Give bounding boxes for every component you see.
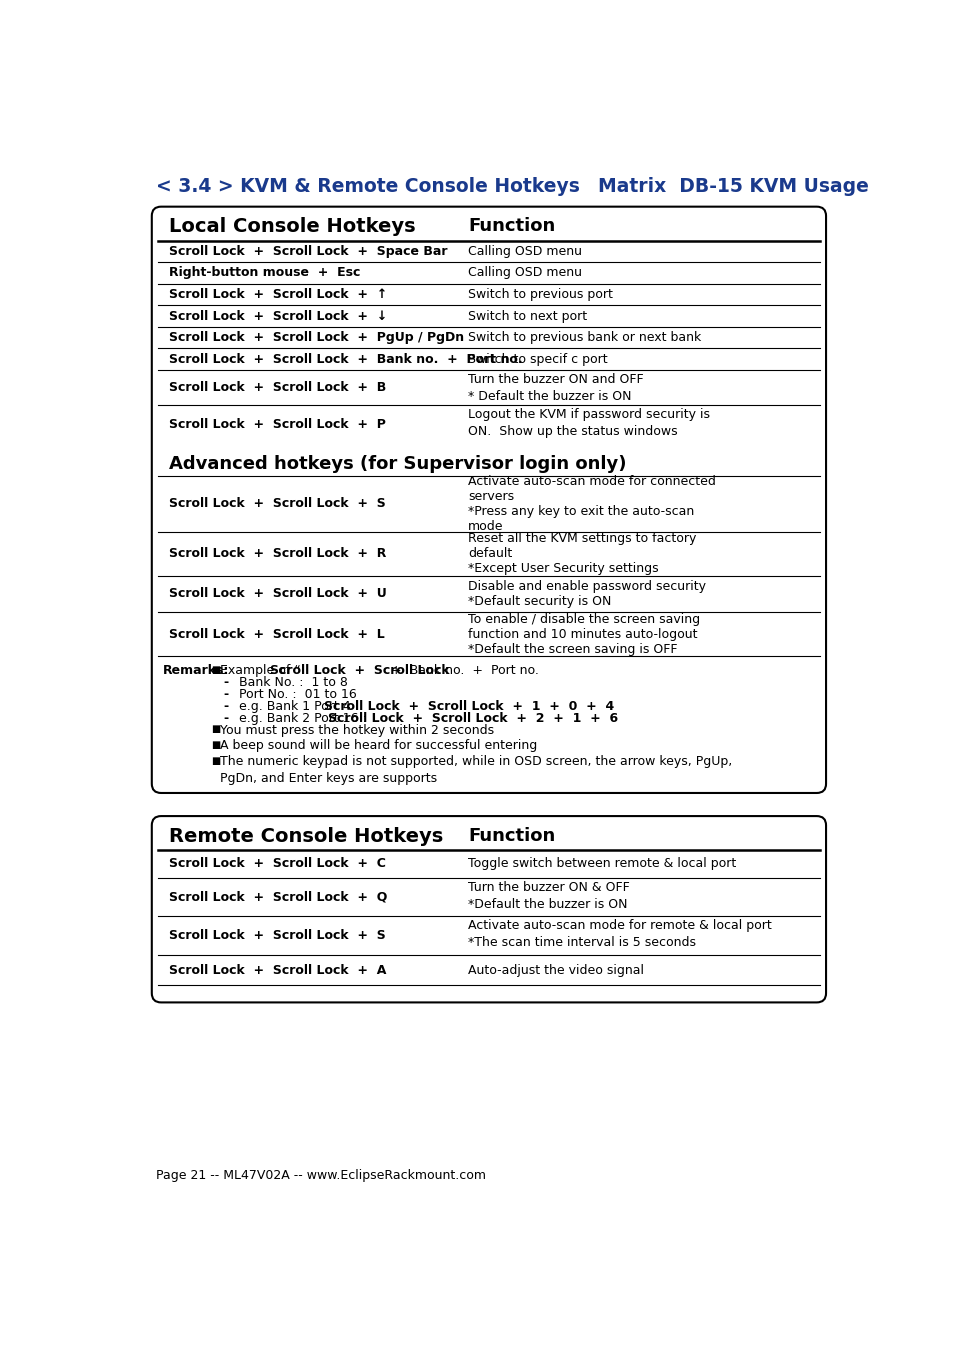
Text: Scroll Lock  +  Scroll Lock  +  PgUp / PgDn: Scroll Lock + Scroll Lock + PgUp / PgDn (169, 331, 463, 344)
Text: ■: ■ (211, 664, 220, 675)
Text: ■: ■ (211, 756, 220, 765)
Text: Scroll Lock  +  Scroll Lock  +  1  +  0  +  4: Scroll Lock + Scroll Lock + 1 + 0 + 4 (323, 699, 614, 713)
Text: Switch to previous port: Switch to previous port (468, 288, 612, 301)
Text: Scroll Lock  +  Scroll Lock  +  ↓: Scroll Lock + Scroll Lock + ↓ (169, 309, 387, 323)
Text: Scroll Lock  +  Scroll Lock  +  S: Scroll Lock + Scroll Lock + S (169, 929, 385, 942)
Text: -: - (223, 688, 228, 701)
Text: Scroll Lock  +  Scroll Lock  +  S: Scroll Lock + Scroll Lock + S (169, 497, 385, 510)
Text: Switch to previous bank or next bank: Switch to previous bank or next bank (468, 331, 700, 344)
Text: Scroll Lock  +  Scroll Lock  +  Q: Scroll Lock + Scroll Lock + Q (169, 891, 387, 903)
Text: Scroll Lock  +  Scroll Lock  +  L: Scroll Lock + Scroll Lock + L (169, 628, 384, 640)
Text: Scroll Lock  +  Scroll Lock  +  A: Scroll Lock + Scroll Lock + A (169, 964, 386, 976)
Text: Disable and enable password security
*Default security is ON: Disable and enable password security *De… (468, 580, 705, 608)
Text: Right-button mouse  +  Esc: Right-button mouse + Esc (169, 266, 360, 279)
Text: Matrix  DB-15 KVM Usage: Matrix DB-15 KVM Usage (598, 177, 868, 196)
Text: Scroll Lock  +  Scroll Lock  +  P: Scroll Lock + Scroll Lock + P (169, 418, 385, 431)
Text: Function: Function (468, 826, 555, 845)
Text: ■: ■ (211, 740, 220, 751)
Text: ■: ■ (211, 725, 220, 734)
Text: Scroll Lock  +  Scroll Lock  +  2  +  1  +  6: Scroll Lock + Scroll Lock + 2 + 1 + 6 (328, 711, 618, 725)
Text: Page 21 -- ML47V02A -- www.EclipseRackmount.com: Page 21 -- ML47V02A -- www.EclipseRackmo… (155, 1169, 485, 1183)
Text: Reset all the KVM settings to factory
default
*Except User Security settings: Reset all the KVM settings to factory de… (468, 532, 696, 575)
Text: Turn the buzzer ON & OFF
*Default the buzzer is ON: Turn the buzzer ON & OFF *Default the bu… (468, 880, 629, 911)
Text: Toggle switch between remote & local port: Toggle switch between remote & local por… (468, 857, 736, 871)
Text: Function: Function (468, 217, 555, 235)
Text: e.g. Bank 1 Port 4 :: e.g. Bank 1 Port 4 : (238, 699, 366, 713)
Text: Turn the buzzer ON and OFF
* Default the buzzer is ON: Turn the buzzer ON and OFF * Default the… (468, 373, 643, 404)
FancyBboxPatch shape (152, 207, 825, 792)
Text: Scroll Lock  +  Scroll Lock  +  C: Scroll Lock + Scroll Lock + C (169, 857, 385, 871)
Text: Activate auto-scan mode for remote & local port
*The scan time interval is 5 sec: Activate auto-scan mode for remote & loc… (468, 919, 771, 949)
Text: Logout the KVM if password security is
ON.  Show up the status windows: Logout the KVM if password security is O… (468, 409, 709, 439)
Text: Scroll Lock  +  Scroll Lock  +  Bank no.  +  Port no.: Scroll Lock + Scroll Lock + Bank no. + P… (169, 352, 522, 366)
Text: Scroll Lock  +  Scroll Lock  +  Space Bar: Scroll Lock + Scroll Lock + Space Bar (169, 244, 447, 258)
Text: Activate auto-scan mode for connected
servers
*Press any key to exit the auto-sc: Activate auto-scan mode for connected se… (468, 475, 715, 533)
Text: Calling OSD menu: Calling OSD menu (468, 244, 581, 258)
Text: Scroll Lock  +  Scroll Lock  +  U: Scroll Lock + Scroll Lock + U (169, 587, 386, 601)
Text: Scroll Lock  +  Scroll Lock: Scroll Lock + Scroll Lock (270, 664, 450, 678)
Text: You must press the hotkey within 2 seconds: You must press the hotkey within 2 secon… (220, 724, 494, 737)
Text: A beep sound will be heard for successful entering: A beep sound will be heard for successfu… (220, 740, 537, 752)
Text: Calling OSD menu: Calling OSD menu (468, 266, 581, 279)
Text: Auto-adjust the video signal: Auto-adjust the video signal (468, 964, 643, 976)
Text: Scroll Lock  +  Scroll Lock  +  ↑: Scroll Lock + Scroll Lock + ↑ (169, 288, 387, 301)
Text: Switch to specif c port: Switch to specif c port (468, 352, 607, 366)
Text: Example of “: Example of “ (220, 664, 300, 678)
Text: < 3.4 > KVM & Remote Console Hotkeys: < 3.4 > KVM & Remote Console Hotkeys (155, 177, 578, 196)
Text: e.g. Bank 2 Port 16 :: e.g. Bank 2 Port 16 : (238, 711, 374, 725)
Text: +  Bank no.  +  Port no.: + Bank no. + Port no. (382, 664, 538, 678)
Text: Remote Console Hotkeys: Remote Console Hotkeys (169, 826, 442, 846)
Text: The numeric keypad is not supported, while in OSD screen, the arrow keys, PgUp,
: The numeric keypad is not supported, whi… (220, 755, 732, 786)
FancyBboxPatch shape (152, 817, 825, 1003)
Text: Advanced hotkeys (for Supervisor login only): Advanced hotkeys (for Supervisor login o… (169, 455, 626, 472)
Text: Switch to next port: Switch to next port (468, 309, 586, 323)
Text: -: - (223, 676, 228, 688)
Text: Bank No. :  1 to 8: Bank No. : 1 to 8 (238, 676, 347, 688)
Text: Local Console Hotkeys: Local Console Hotkeys (169, 217, 416, 236)
Text: Scroll Lock  +  Scroll Lock  +  R: Scroll Lock + Scroll Lock + R (169, 548, 386, 560)
Text: Scroll Lock  +  Scroll Lock  +  B: Scroll Lock + Scroll Lock + B (169, 381, 386, 394)
Text: To enable / disable the screen saving
function and 10 minutes auto-logout
*Defau: To enable / disable the screen saving fu… (468, 613, 700, 656)
Text: Port No. :  01 to 16: Port No. : 01 to 16 (238, 688, 356, 701)
Text: Remarks:: Remarks: (162, 664, 229, 678)
Text: -: - (223, 711, 228, 725)
Text: -: - (223, 699, 228, 713)
